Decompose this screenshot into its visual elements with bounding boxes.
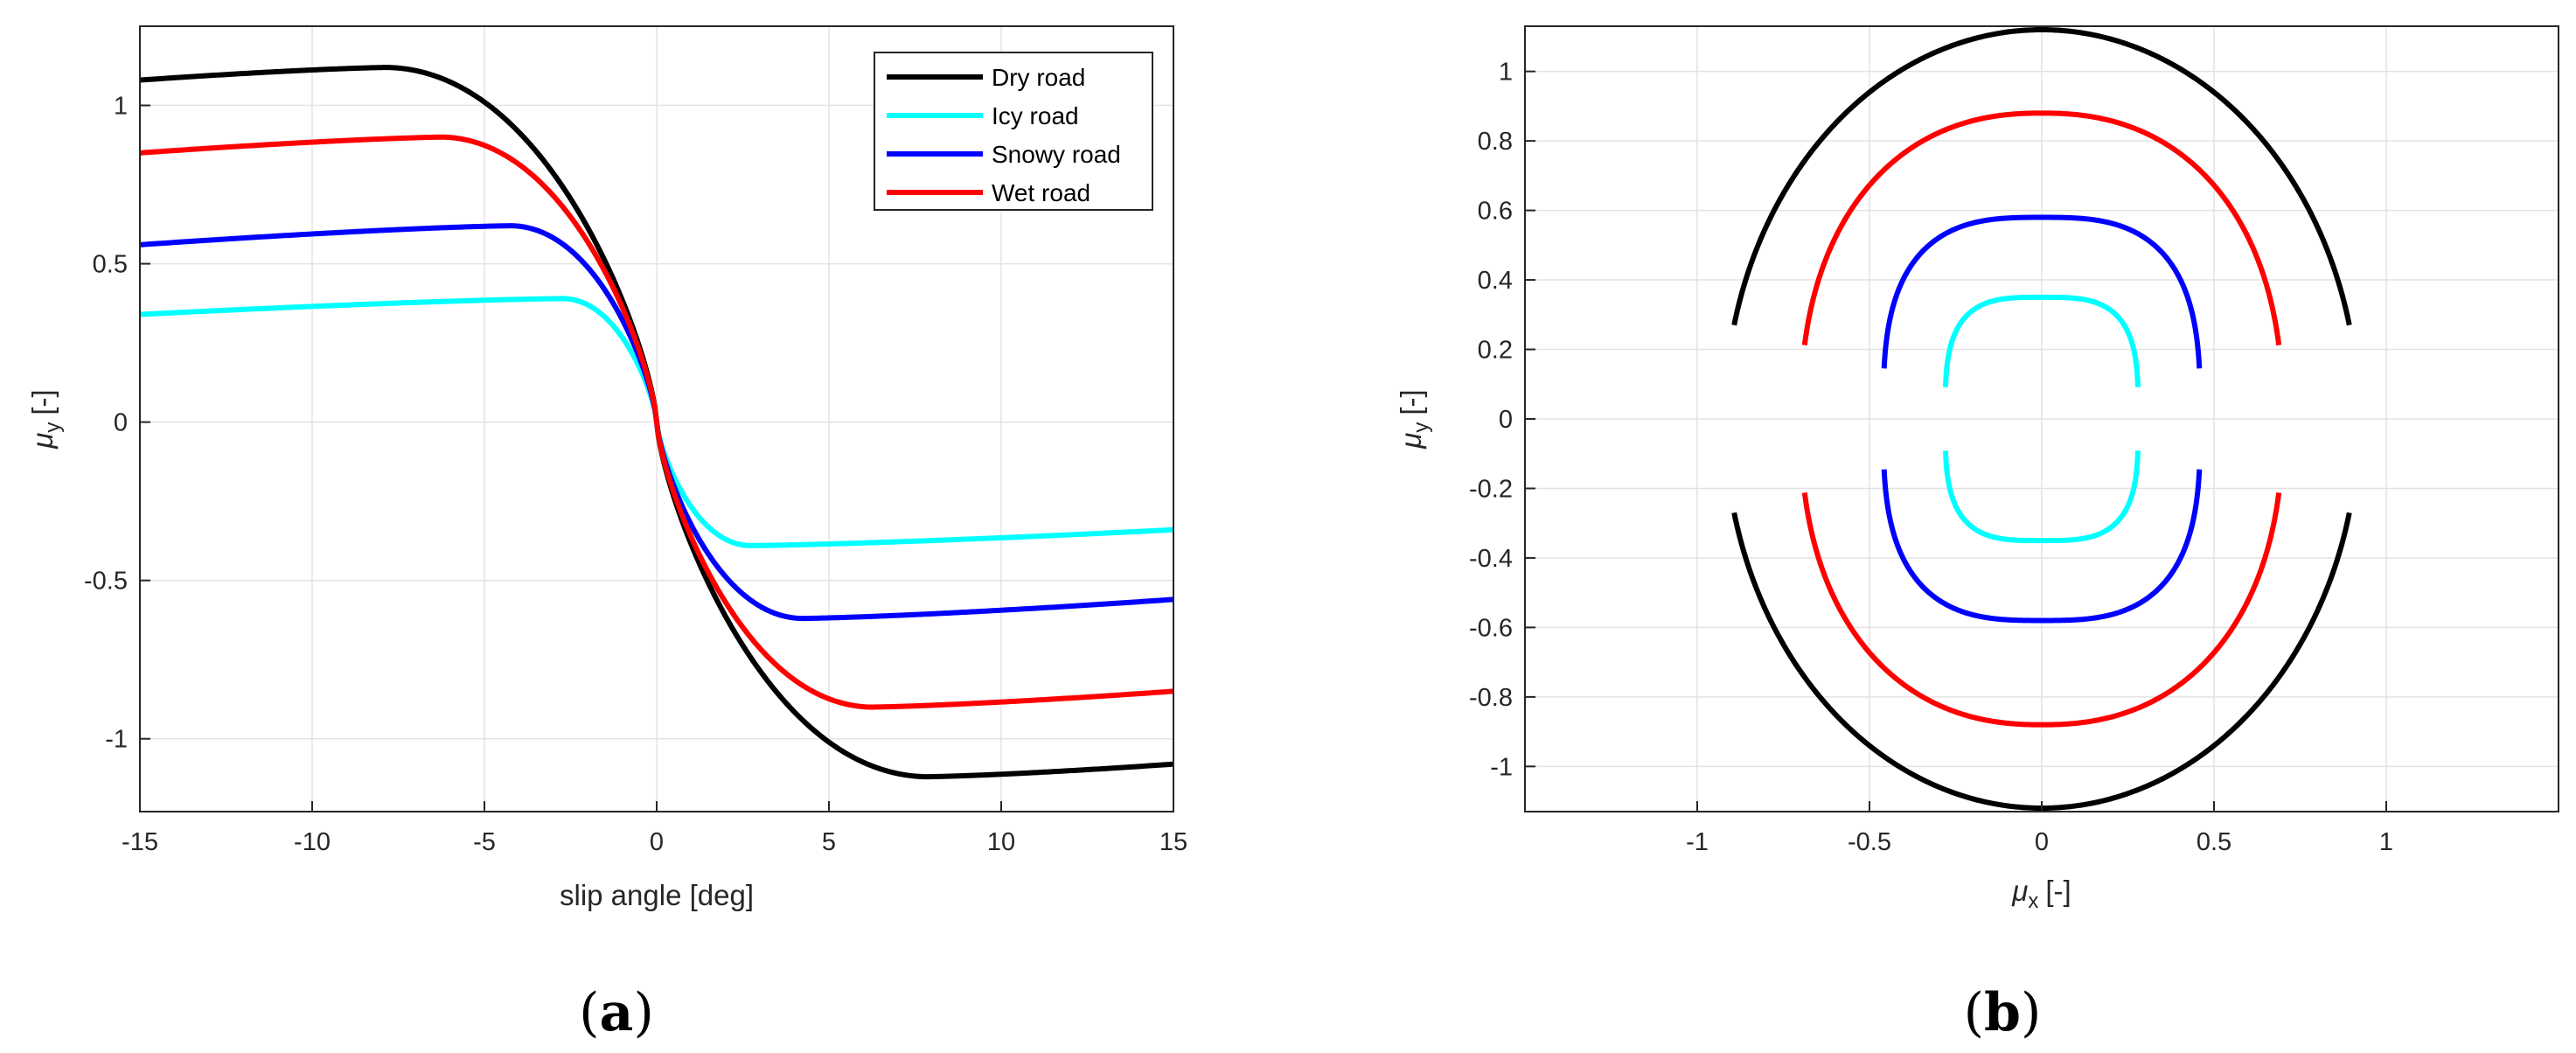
y-tick-label-b-8: 0.6 bbox=[1478, 198, 1513, 226]
y-tick-label-a-1: -0.5 bbox=[84, 568, 128, 596]
x-tick-label-a-1: -10 bbox=[294, 828, 331, 856]
legend-label-3: Wet road bbox=[992, 179, 1090, 206]
y-axis-label-b: μy [-] bbox=[1395, 389, 1433, 449]
x-axis-label-b: μx [-] bbox=[2011, 875, 2071, 913]
y-label-symbol-a: μ bbox=[26, 433, 59, 450]
x-tick-label-b-3: 0.5 bbox=[2197, 828, 2231, 856]
y-tick-label-b-10: 1 bbox=[1499, 59, 1513, 87]
ticks-b: -1 -0.5 0 0.5 1 -1 -0.8 -0.6 -0.4 -0.2 0 0.2 0.4 0.6 0… bbox=[1469, 59, 2393, 856]
series-arc-b-dry-road-upper bbox=[1731, 26, 2352, 326]
y-tick-label-b-7: 0.4 bbox=[1478, 267, 1513, 295]
y-tick-label-a-4: 1 bbox=[114, 93, 128, 121]
y-tick-label-b-5: 0 bbox=[1499, 406, 1513, 434]
y-axis-label-a: μy [-] bbox=[26, 389, 65, 449]
y-tick-label-b-9: 0.8 bbox=[1478, 128, 1513, 156]
x-tick-label-a-0: -15 bbox=[122, 828, 158, 856]
y-tick-label-a-3: 0.5 bbox=[93, 251, 128, 279]
y-label-sub-b: y bbox=[1410, 422, 1433, 433]
x-tick-label-a-3: 0 bbox=[650, 828, 664, 856]
grid-b bbox=[1525, 26, 2559, 812]
y-tick-label-a-0: -1 bbox=[105, 726, 128, 754]
panel-letter-a: a bbox=[600, 982, 634, 1043]
x-tick-label-a-4: 5 bbox=[822, 828, 836, 856]
y-label-symbol-b: μ bbox=[1395, 433, 1427, 450]
y-label-unit-a: [-] bbox=[26, 389, 59, 415]
panel-a: -15 -10 -5 0 5 10 15 -1 -0.5 0 0.5 1 slip angle [de… bbox=[26, 25, 1187, 1043]
x-label-unit-b: [-] bbox=[2045, 875, 2071, 907]
x-tick-label-b-4: 1 bbox=[2379, 828, 2393, 856]
ticks-a: -15 -10 -5 0 5 10 15 -1 -0.5 0 0.5 1 bbox=[84, 93, 1187, 856]
y-tick-label-b-3: -0.4 bbox=[1469, 545, 1513, 573]
x-tick-label-b-0: -1 bbox=[1686, 828, 1709, 856]
x-axis-label-a: slip angle [deg] bbox=[560, 879, 754, 911]
y-label-sub-a: y bbox=[41, 422, 65, 433]
series-arc-b-icy-road-lower bbox=[1943, 449, 2141, 544]
y-tick-label-b-4: -0.2 bbox=[1469, 475, 1513, 503]
x-tick-label-a-6: 15 bbox=[1159, 828, 1187, 856]
x-tick-label-a-2: -5 bbox=[473, 828, 496, 856]
x-label-symbol-b: μ bbox=[2011, 875, 2028, 907]
series-group-a bbox=[138, 65, 1175, 780]
y-tick-label-b-2: -0.6 bbox=[1469, 614, 1513, 642]
legend-label-1: Icy road bbox=[992, 102, 1079, 129]
y-tick-label-b-6: 0.2 bbox=[1478, 337, 1513, 365]
x-tick-label-b-2: 0 bbox=[2035, 828, 2049, 856]
series-arc-b-snowy-road-lower bbox=[1881, 469, 2203, 624]
y-tick-label-a-2: 0 bbox=[114, 409, 128, 437]
x-tick-label-b-1: -0.5 bbox=[1848, 828, 1891, 856]
series-arc-b-wet-road-upper bbox=[1801, 110, 2282, 345]
y-label-unit-b: [-] bbox=[1395, 389, 1427, 415]
legend: Dry road Icy road Snowy road Wet road bbox=[874, 52, 1153, 211]
panel-label-b: (b) bbox=[1964, 982, 2042, 1043]
series-line-a-wet-road bbox=[138, 134, 1175, 710]
panel-b: -1 -0.5 0 0.5 1 -1 -0.8 -0.6 -0.4 -0.2 0 0.2 0.4 0.6 0… bbox=[1395, 25, 2559, 1043]
legend-label-2: Snowy road bbox=[992, 141, 1121, 168]
legend-label-0: Dry road bbox=[992, 64, 1085, 91]
y-tick-label-b-0: -1 bbox=[1490, 753, 1513, 781]
series-arc-b-icy-road-upper bbox=[1943, 294, 2141, 389]
y-tick-label-b-1: -0.8 bbox=[1469, 684, 1513, 712]
x-tick-label-a-5: 10 bbox=[987, 828, 1015, 856]
panel-letter-b: b bbox=[1984, 982, 2021, 1043]
x-label-sub-b: x bbox=[2028, 889, 2038, 913]
series-arc-b-wet-road-lower bbox=[1801, 492, 2282, 728]
series-arc-b-snowy-road-upper bbox=[1881, 214, 2203, 369]
panel-label-a: (a) bbox=[579, 982, 654, 1043]
